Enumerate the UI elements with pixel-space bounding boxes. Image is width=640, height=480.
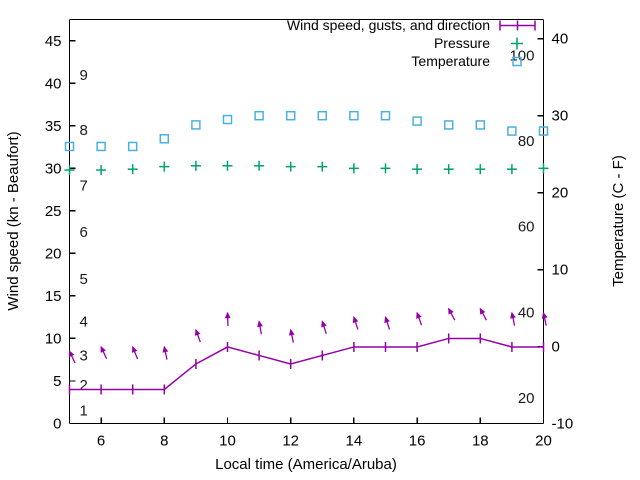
legend-marker-pressure [511,37,523,50]
left-tick-label: 15 [45,288,62,305]
temperature-point [285,110,296,121]
legend-marker-wind [499,20,536,31]
temperature-point [64,141,75,152]
right-tick-label: 0 [552,339,560,356]
bottom-tick-label: 10 [219,433,236,450]
beaufort-label: 5 [80,271,88,288]
gust-arrow [224,311,231,326]
gust-arrow [131,345,139,360]
gust-arrow [321,320,327,335]
right-tick-label: 30 [552,108,569,125]
temperature-point [349,110,359,121]
fahrenheit-label: 20 [518,390,535,407]
temperature-point [254,110,264,121]
bottom-tick-label: 8 [160,433,168,450]
legend-marker-temperature [512,56,522,67]
temperature-point [412,116,422,126]
left-tick-label: 0 [53,416,61,433]
gust-arrow [162,345,169,360]
temperature-point [380,110,391,121]
fahrenheit-label: 60 [518,219,535,236]
beaufort-scale-labels: 1 2 3 4 5 6 7 8 9 [80,67,88,420]
bottom-tick-label: 18 [472,433,489,450]
beaufort-label: 1 [80,403,88,420]
left-tick-label: 40 [45,75,62,92]
gust-arrow [448,307,456,321]
beaufort-label: 2 [80,377,88,394]
beaufort-label: 4 [80,313,88,330]
temperature-point [317,110,328,121]
legend-label-pressure: Pressure [434,35,490,51]
bottom-tick-label: 12 [282,433,299,450]
gust-arrow [288,328,295,343]
beaufort-label: 9 [80,67,88,84]
gust-arrow [541,311,548,326]
temperature-point [191,120,201,130]
gust-arrow [194,328,201,343]
bottom-tick-label: 14 [346,433,363,450]
gust-arrow [479,307,487,321]
chart-legend: Wind speed, gusts, and direction Pressur… [287,17,536,69]
left-tick-label: 30 [45,160,62,177]
legend-label-wind: Wind speed, gusts, and direction [287,17,490,33]
fahrenheit-label: 100 [509,48,534,65]
right-tick-label: 20 [552,185,569,202]
bottom-axis-ticks: 6 8 10 12 14 16 18 20 [97,417,552,450]
temperature-point [127,141,138,152]
bottom-tick-label: 6 [97,433,105,450]
gust-arrow [510,311,516,326]
temperature-point [475,120,486,130]
wind-speed-line [69,337,544,391]
gust-arrow [352,316,359,330]
series-temperature [64,110,549,152]
fahrenheit-label: 40 [518,305,535,322]
y2-axis-title: Temperature (C - F) [610,155,627,287]
left-tick-label: 25 [45,203,62,220]
gust-arrow [100,345,108,360]
series-gusts-direction [68,307,548,364]
left-tick-label: 5 [53,373,61,390]
left-axis-ticks: 0 5 10 15 20 25 30 35 40 45 [45,33,76,433]
fahrenheit-scale-labels: 20 40 60 80 100 [509,48,534,407]
x-axis-title: Local time (America/Aruba) [215,456,397,473]
gust-arrow [257,320,263,335]
beaufort-label: 8 [80,122,88,139]
fahrenheit-label: 80 [518,133,535,150]
temperature-point [507,126,517,136]
bottom-tick-label: 16 [409,433,426,450]
temperature-point [159,134,170,144]
plot-frame [68,18,545,425]
gust-arrow [416,311,423,326]
left-tick-label: 45 [45,33,62,50]
series-wind-speed [68,333,545,395]
gust-arrow [384,316,391,330]
beaufort-label: 7 [80,177,88,194]
legend-label-temperature: Temperature [411,53,490,69]
right-axis-ticks: -10 0 10 20 30 40 [537,31,574,433]
gust-arrow [68,350,76,364]
beaufort-label: 6 [80,224,88,241]
right-tick-label: 10 [552,262,569,279]
temperature-point [222,114,233,125]
y-axis-title: Wind speed (kn - Beaufort) [5,131,22,310]
right-tick-label: 40 [552,31,569,48]
bottom-tick-label: 20 [535,433,552,450]
left-tick-label: 35 [45,118,62,135]
temperature-point [538,126,549,136]
temperature-point [443,120,454,130]
left-tick-label: 20 [45,245,62,262]
left-tick-label: 10 [45,330,62,347]
temperature-point [96,141,106,152]
series-pressure [64,160,549,176]
right-tick-label: -10 [552,416,574,433]
beaufort-label: 3 [80,347,88,364]
